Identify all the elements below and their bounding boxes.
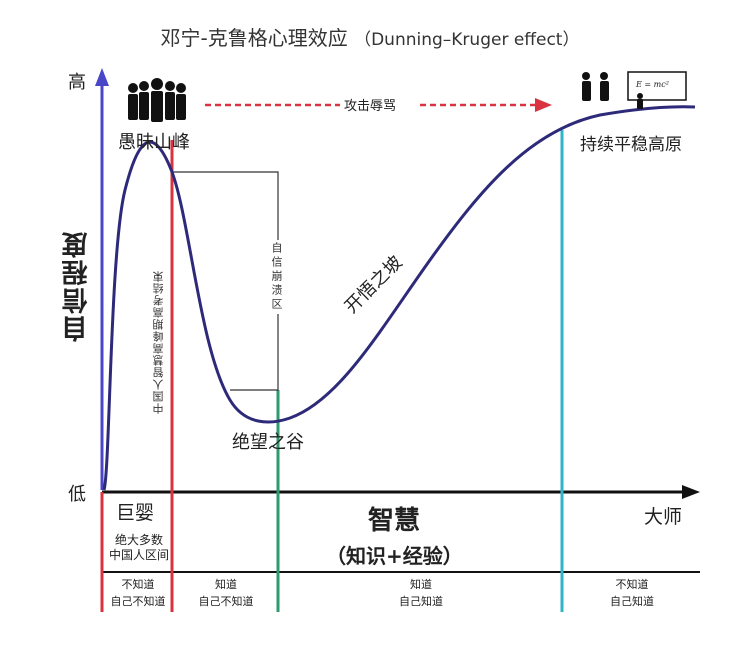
title-zh: 邓宁-克鲁格心理效应	[160, 26, 348, 50]
x-axis-sublabel: （知识+经验）	[326, 544, 463, 568]
teacher-icon	[637, 93, 643, 109]
majority-line2: 中国人区间	[108, 548, 169, 562]
stage-peak-label: 愚昧山峰	[118, 132, 190, 153]
attack-label: 攻击辱骂	[344, 99, 397, 114]
title-en: （Dunning–Kruger effect）	[354, 30, 580, 50]
bottom-cell-4-line2: 自己知道	[610, 595, 654, 608]
bottom-cell-2-line1: 知道	[215, 578, 237, 591]
stage-valley-label: 绝望之谷	[232, 432, 304, 453]
chart-title: 邓宁-克鲁格心理效应 （Dunning–Kruger effect）	[0, 22, 740, 51]
bottom-cell-2: 知道 自己不知道	[174, 576, 278, 610]
x-axis-label: 智慧	[368, 506, 421, 536]
x-end-label: 大师	[644, 506, 683, 528]
collapse-zone-label: 自信崩溃区	[268, 240, 284, 314]
peak-note-label: 中国人智慧高峰期高考结束	[152, 270, 165, 414]
y-low-label: 低	[68, 484, 86, 505]
dunning-kruger-curve	[102, 105, 696, 491]
stage-plateau-label: 持续平稳高原	[580, 135, 682, 155]
attack-arrow-head-icon	[535, 98, 552, 112]
bottom-cell-1-line2: 自己不知道	[110, 595, 166, 608]
crowd-people-icon	[128, 78, 186, 122]
bottom-cell-3-line1: 知道	[410, 578, 432, 591]
bottom-cell-4-line1: 不知道	[615, 578, 649, 591]
collapse-zone-bracket	[172, 171, 279, 391]
bottom-cell-3: 知道 自己知道	[280, 576, 562, 610]
bottom-cell-4: 不知道 自己知道	[564, 576, 700, 610]
majority-line1: 绝大多数	[114, 533, 163, 547]
bottom-cell-2-line2: 自己不知道	[198, 595, 254, 608]
majority-note: 绝大多数 中国人区间	[108, 533, 170, 563]
bottom-cell-1: 不知道 自己不知道	[104, 576, 172, 610]
y-axis-arrow-icon	[95, 68, 109, 86]
bottom-cell-3-line2: 自己知道	[399, 595, 443, 608]
y-high-label: 高	[68, 72, 86, 93]
bottom-cell-1-line1: 不知道	[121, 578, 155, 591]
x-axis-arrow-icon	[682, 485, 700, 499]
x-start-label: 巨婴	[116, 502, 155, 524]
experts-icon	[582, 72, 609, 101]
formula-text: E = mc²	[636, 80, 669, 89]
y-axis-label: 自信程度	[62, 230, 92, 342]
